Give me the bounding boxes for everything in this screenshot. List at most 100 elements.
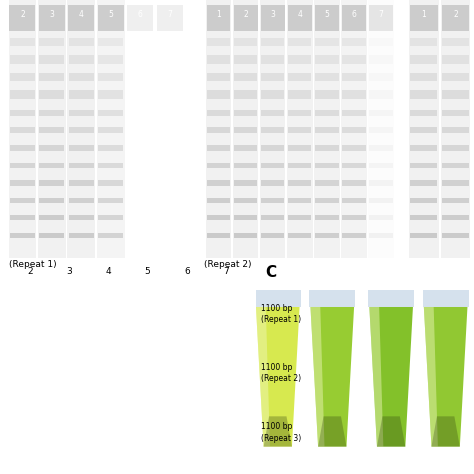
Bar <box>234 198 257 203</box>
Bar <box>233 0 258 258</box>
Bar <box>54 423 84 444</box>
Text: 2: 2 <box>243 10 248 19</box>
Bar <box>98 233 123 237</box>
Bar <box>342 110 365 116</box>
Bar <box>9 0 36 258</box>
Bar <box>342 73 365 81</box>
Bar <box>369 91 393 99</box>
Bar <box>49 361 89 386</box>
Polygon shape <box>377 416 405 447</box>
Bar <box>261 215 284 220</box>
Polygon shape <box>369 307 413 447</box>
Bar <box>69 163 94 168</box>
Bar <box>10 302 50 327</box>
Bar <box>261 5 284 31</box>
Bar <box>93 304 124 325</box>
Bar <box>98 215 123 220</box>
Bar <box>288 128 311 133</box>
Bar <box>234 233 257 237</box>
Bar <box>442 163 469 168</box>
Bar <box>368 0 394 258</box>
Text: 2: 2 <box>27 267 33 276</box>
Bar <box>410 55 438 64</box>
Bar <box>207 180 230 185</box>
Bar <box>369 55 393 64</box>
Bar <box>89 361 128 386</box>
Bar <box>10 145 35 151</box>
Bar <box>261 145 284 151</box>
Bar <box>410 5 438 31</box>
Bar <box>39 198 64 203</box>
Polygon shape <box>310 307 354 447</box>
Bar <box>234 110 257 116</box>
Bar <box>89 302 128 327</box>
Bar <box>342 55 365 64</box>
Bar <box>39 55 64 64</box>
Bar <box>442 91 469 99</box>
Polygon shape <box>256 307 270 447</box>
Bar <box>369 198 393 203</box>
Bar <box>69 198 94 203</box>
Bar <box>288 37 311 46</box>
Bar <box>39 91 64 99</box>
Bar <box>342 128 365 133</box>
Bar <box>207 55 230 64</box>
Bar <box>54 364 84 384</box>
Text: 2: 2 <box>453 10 458 19</box>
Bar <box>261 91 284 99</box>
Polygon shape <box>255 290 301 307</box>
Bar <box>49 420 89 446</box>
Bar <box>38 0 66 258</box>
Bar <box>127 5 153 31</box>
Bar <box>10 73 35 81</box>
Bar <box>442 73 469 81</box>
Bar <box>315 145 338 151</box>
Polygon shape <box>318 416 346 447</box>
Bar <box>410 163 438 168</box>
Bar <box>39 163 64 168</box>
Bar <box>410 198 438 203</box>
Bar <box>261 37 284 46</box>
Polygon shape <box>264 416 292 447</box>
Bar <box>39 180 64 185</box>
Bar <box>342 198 365 203</box>
Bar <box>207 198 230 203</box>
Bar <box>39 233 64 237</box>
Bar <box>39 110 64 116</box>
Bar <box>315 73 338 81</box>
Bar <box>442 233 469 237</box>
Bar <box>10 91 35 99</box>
Text: 4: 4 <box>297 10 302 19</box>
Bar <box>98 55 123 64</box>
Bar <box>315 215 338 220</box>
Text: 6: 6 <box>352 10 356 19</box>
Bar <box>69 73 94 81</box>
Bar <box>69 37 94 46</box>
Bar <box>410 37 438 46</box>
Text: 6: 6 <box>184 267 190 276</box>
Bar <box>342 37 365 46</box>
Bar <box>287 0 312 258</box>
Bar <box>207 37 230 46</box>
Bar <box>98 198 123 203</box>
Bar <box>342 233 365 237</box>
Bar <box>288 91 311 99</box>
Bar <box>9 5 36 31</box>
Bar <box>69 91 94 99</box>
Polygon shape <box>310 290 355 307</box>
Bar <box>261 55 284 64</box>
Bar <box>442 180 469 185</box>
Bar <box>10 361 50 386</box>
Bar <box>342 163 365 168</box>
Bar <box>69 55 94 64</box>
Bar <box>69 128 94 133</box>
Text: (Repeat 1): (Repeat 1) <box>9 260 57 269</box>
Bar <box>10 128 35 133</box>
Bar <box>342 145 365 151</box>
Bar <box>442 110 469 116</box>
Bar <box>369 73 393 81</box>
Text: 4: 4 <box>79 10 84 19</box>
Text: 4: 4 <box>106 267 111 276</box>
Bar <box>98 110 123 116</box>
Polygon shape <box>368 290 414 307</box>
